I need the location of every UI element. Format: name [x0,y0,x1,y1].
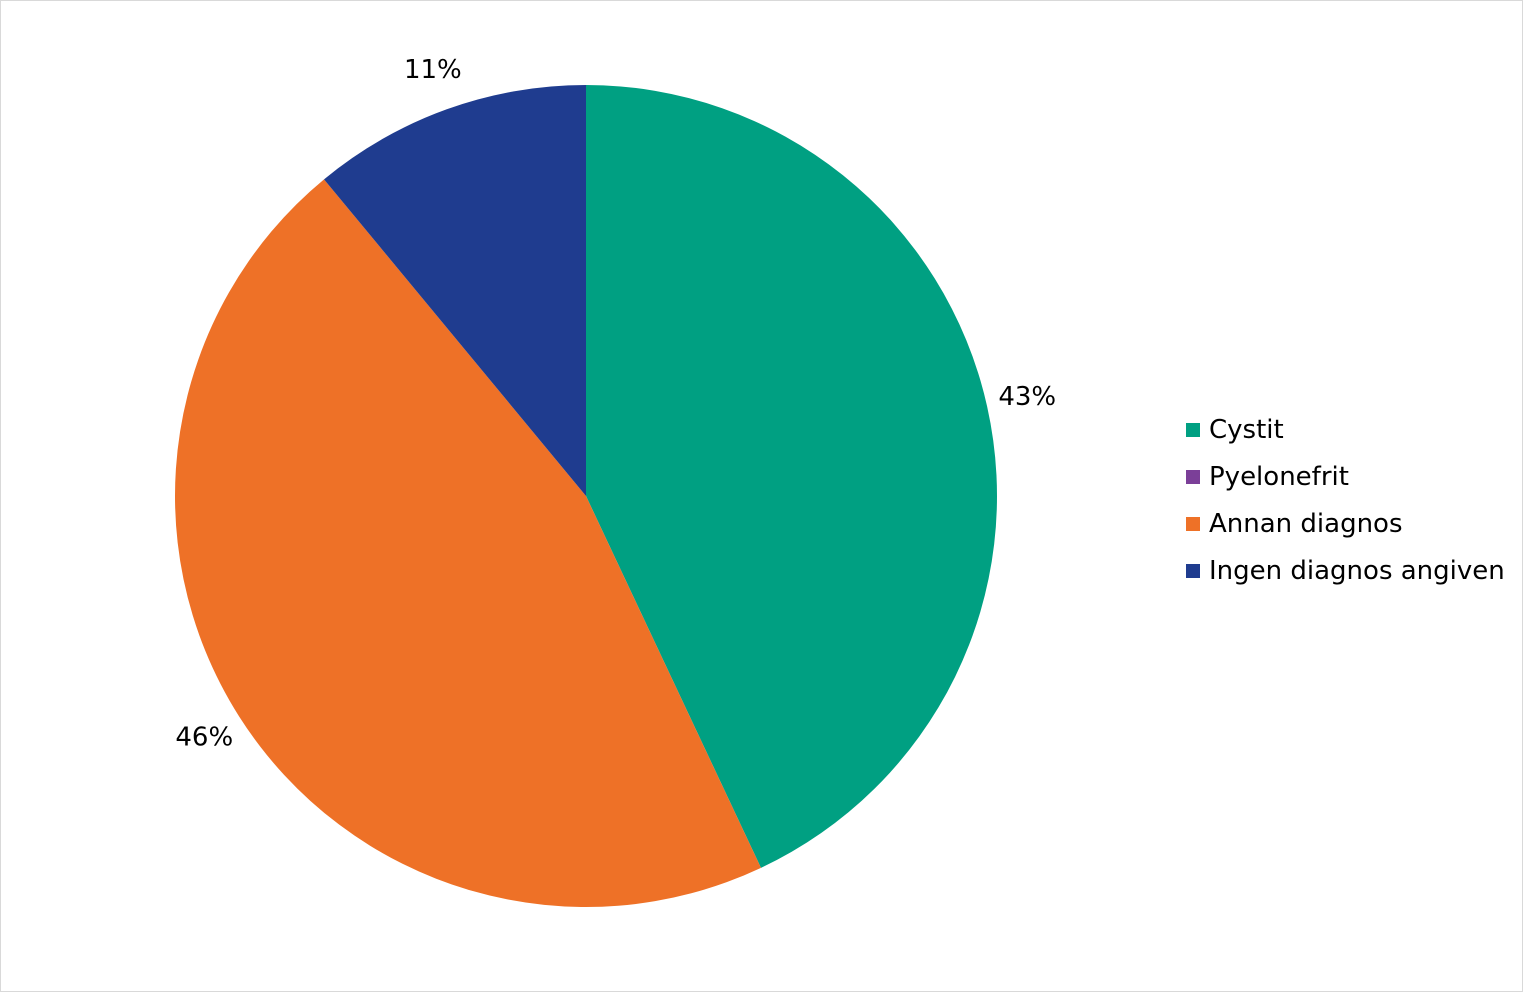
legend-swatch-ingen-diagnos-angiven [1186,563,1200,578]
legend-swatch-cystit [1186,422,1200,437]
pie-slice-cystit [586,85,997,868]
legend-item-cystit: Cystit [1186,406,1505,453]
data-label-cystit: 43% [998,382,1056,412]
data-label-annan-diagnos: 46% [175,723,233,753]
legend-swatch-pyelonefrit [1186,469,1200,484]
legend: Cystit Pyelonefrit Annan diagnos Ingen d… [1186,406,1505,594]
data-label-ingen-diagnos-angiven: 11% [404,55,462,85]
legend-item-annan-diagnos: Annan diagnos [1186,500,1505,547]
legend-label-ingen-diagnos-angiven: Ingen diagnos angiven [1209,555,1505,586]
pie-slice-annan-diagnos [174,179,761,908]
legend-label-pyelonefrit: Pyelonefrit [1209,461,1349,492]
legend-swatch-annan-diagnos [1186,516,1200,531]
pie-slice-ingen-diagnos-angiven [324,85,586,496]
legend-label-annan-diagnos: Annan diagnos [1209,508,1403,539]
legend-item-ingen-diagnos-angiven: Ingen diagnos angiven [1186,547,1505,594]
legend-label-cystit: Cystit [1209,414,1284,445]
legend-item-pyelonefrit: Pyelonefrit [1186,453,1505,500]
